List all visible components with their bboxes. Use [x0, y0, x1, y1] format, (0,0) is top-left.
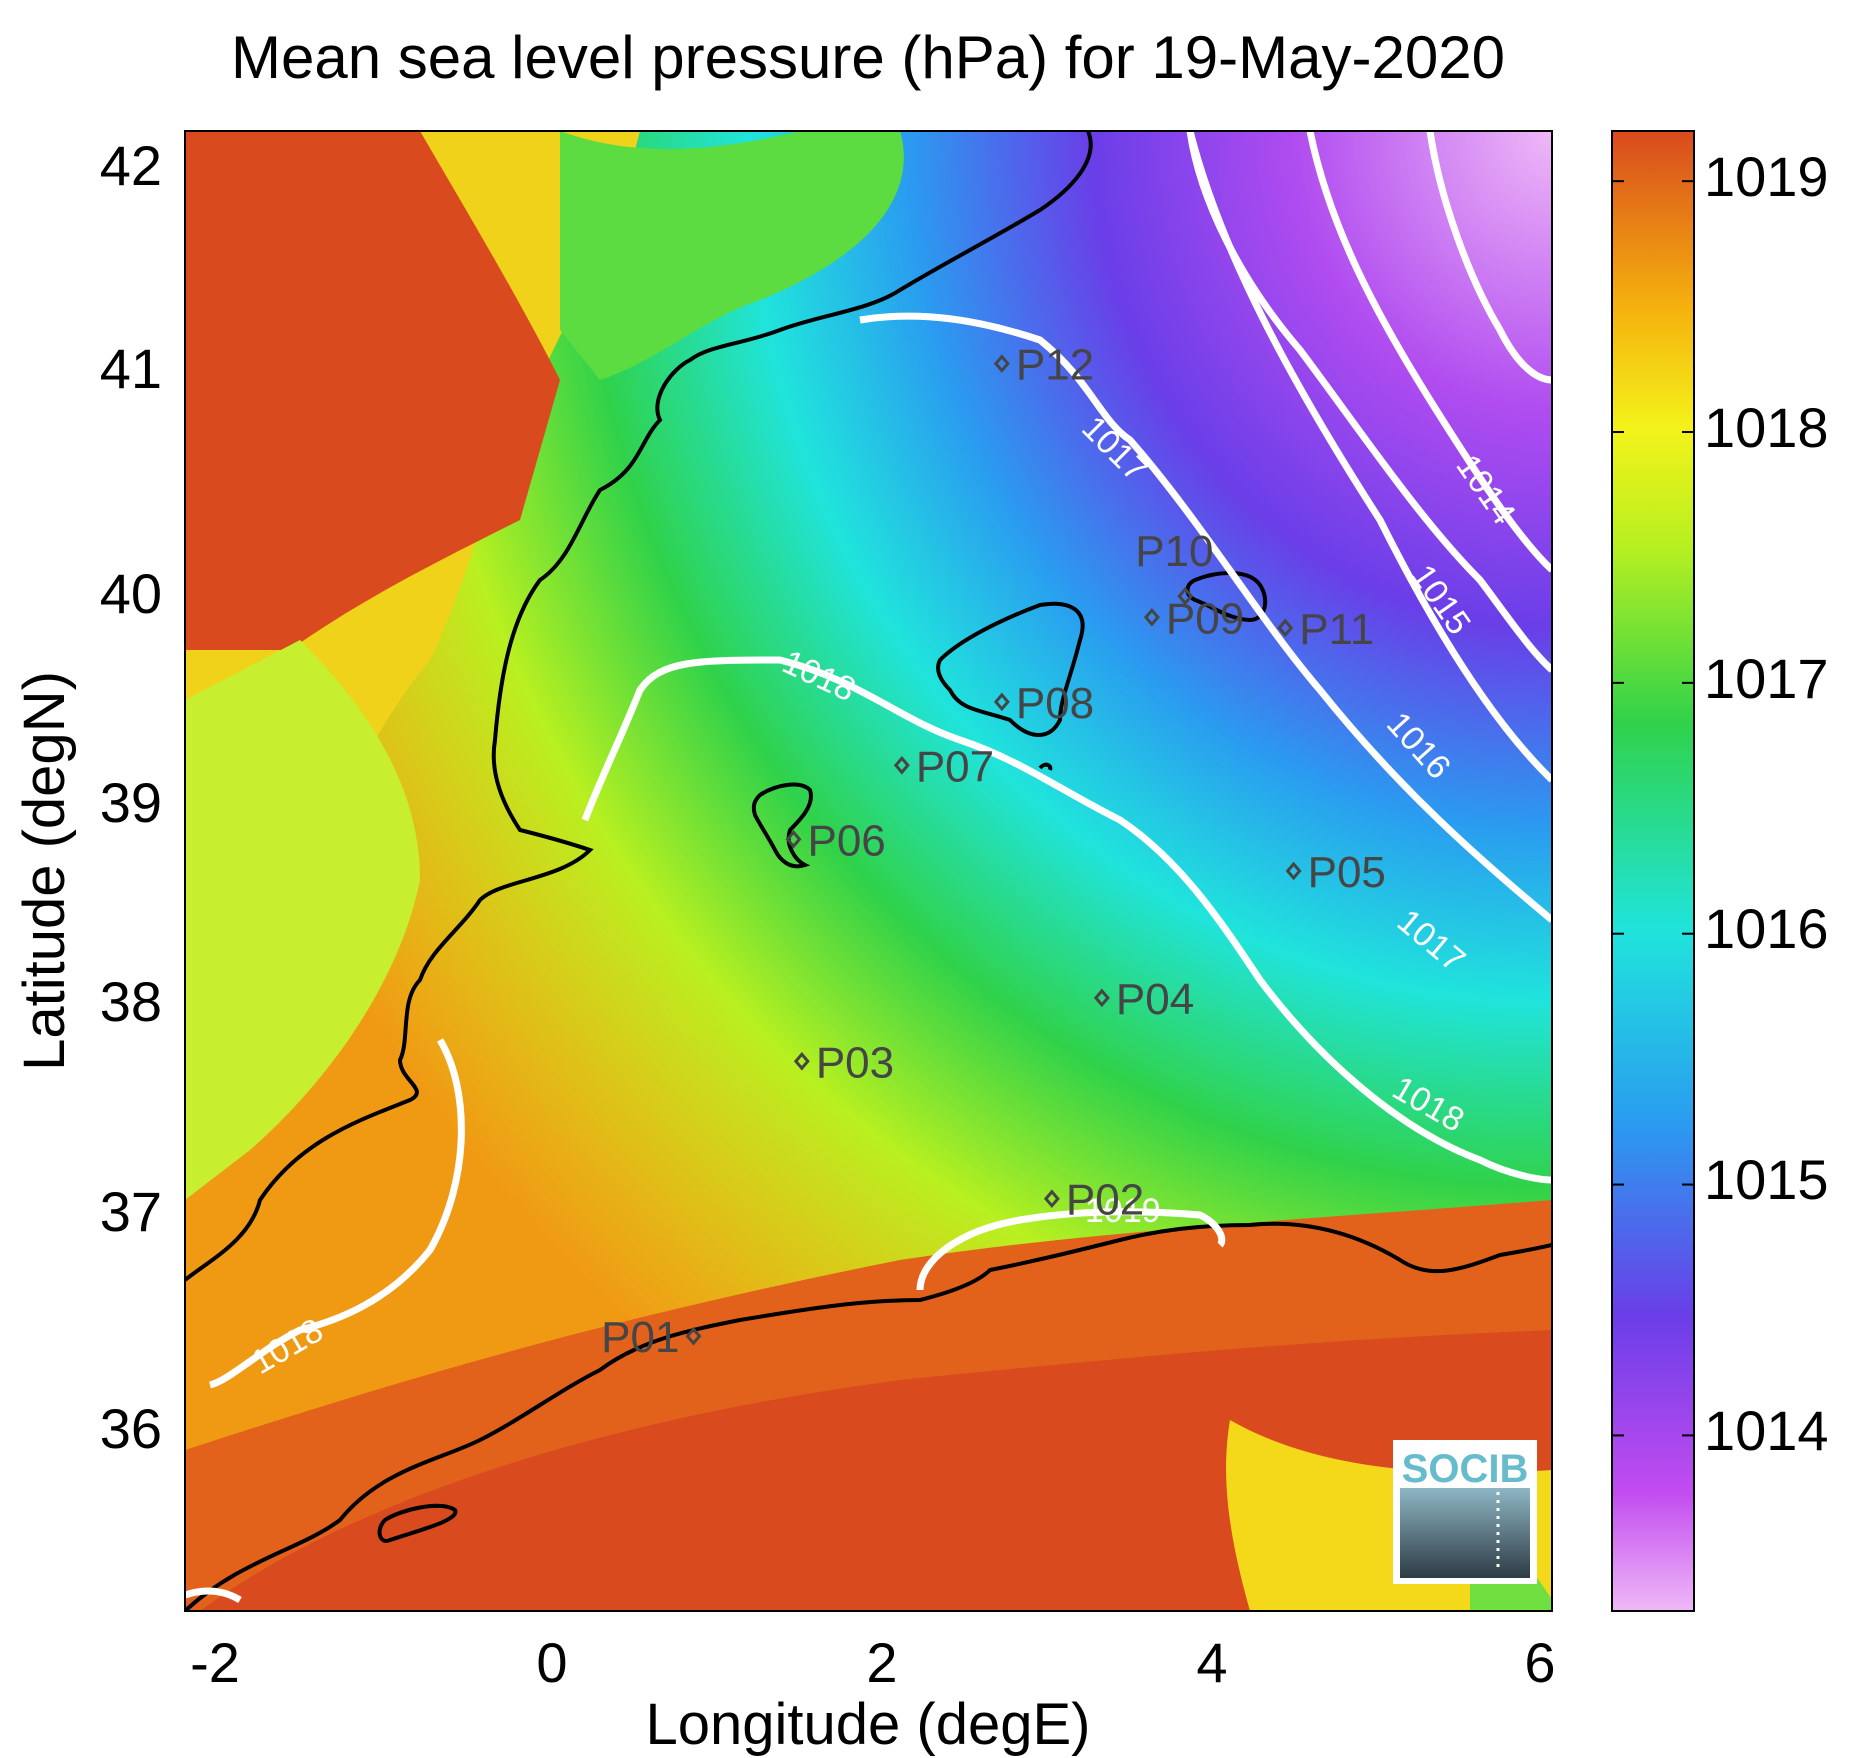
station-label: P04: [1116, 975, 1194, 1024]
station-marker: [685, 1326, 702, 1346]
x-tick-label: 6: [1524, 1631, 1555, 1694]
y-tick-label: 42: [100, 134, 162, 197]
station-marker: [1177, 586, 1194, 606]
contour-1017-north: [859, 312, 1552, 923]
y-axis: 42 41 40 39 38 37 36: [100, 134, 162, 1460]
africa-land-red: [200, 1330, 1552, 1611]
colorbar-label: 1019: [1704, 145, 1829, 208]
contour-1018-southwest: [185, 1587, 242, 1604]
station-label: P12: [1016, 341, 1094, 390]
y-tick-label: 40: [100, 562, 162, 625]
contour-label-1019: 1019: [1085, 1192, 1161, 1230]
contour-1018-central: [581, 656, 1552, 1184]
x-tick-label: 0: [536, 1631, 567, 1694]
colorbar: 1019 1018 1017 1016 1015 1014: [1611, 130, 1829, 1612]
x-tick-label: 2: [866, 1631, 897, 1694]
y-axis-label: Latitude (degN): [12, 671, 77, 1071]
station-label: P11: [1299, 605, 1374, 654]
pyrenees-green: [560, 131, 904, 380]
ibiza-coast: [751, 782, 813, 869]
station-markers: P01 P02 P03 P04 P05 P06 P07 P08 P09 P10 P11 P12: [601, 341, 1386, 1363]
y-tick-label: 39: [100, 771, 162, 834]
map-frame: [184, 130, 1553, 1612]
chart-title: Mean sea level pressure (hPa) for 19-May…: [231, 24, 1505, 91]
station-marker: [1043, 1189, 1060, 1209]
colorbar-label: 1015: [1704, 1148, 1829, 1211]
contour-1015: [1306, 131, 1552, 573]
contour-1018-west: [208, 1038, 465, 1389]
colorbar-ticks: [1612, 180, 1694, 1437]
station-marker: [993, 692, 1010, 712]
y-tick-label: 36: [100, 1397, 162, 1460]
socib-logo: SOCIB: [1393, 1440, 1537, 1584]
x-axis: -2 0 2 4 6: [190, 1631, 1555, 1694]
iberia-land-red: [185, 131, 560, 650]
pressure-field: [185, 131, 1552, 1611]
station-label: P06: [807, 816, 885, 865]
station-label: P03: [816, 1038, 894, 1087]
y-tick-label: 38: [100, 970, 162, 1033]
station-label: P08: [1016, 679, 1094, 728]
cabrera-coast: [1038, 762, 1053, 771]
africa-island: [377, 1503, 458, 1543]
station-label: P09: [1166, 594, 1244, 643]
station-marker: [1277, 618, 1294, 638]
station-marker: [1093, 988, 1110, 1008]
station-label: P01: [601, 1313, 679, 1362]
iberia-land-green: [185, 640, 420, 1200]
contour-1017-east: [1186, 131, 1552, 783]
station-marker: [785, 829, 802, 849]
y-tick-label: 37: [100, 1180, 162, 1243]
africa-coast: [185, 1221, 1552, 1611]
station-label: P07: [916, 742, 994, 791]
colorbar-gradient: [1611, 130, 1695, 1612]
station-label: P02: [1066, 1176, 1144, 1225]
station-marker: [893, 755, 910, 775]
x-tick-label: -2: [190, 1631, 240, 1694]
contour-lines: [185, 131, 1552, 1604]
colorbar-label: 1016: [1704, 897, 1829, 960]
iberia-coast: [185, 131, 1093, 1282]
colorbar-label: 1014: [1704, 1399, 1829, 1462]
logo-text: SOCIB: [1402, 1447, 1529, 1491]
colorbar-label: 1017: [1704, 647, 1829, 710]
x-tick-label: 4: [1196, 1631, 1227, 1694]
station-label: P10: [1135, 527, 1213, 576]
contour-1019: [916, 1208, 1226, 1291]
coastlines: [185, 131, 1552, 1611]
station-marker: [793, 1051, 810, 1071]
contour-1014-inner: [1426, 131, 1552, 384]
station-marker: [1285, 861, 1302, 881]
x-axis-label: Longitude (degE): [646, 1692, 1091, 1757]
station-label: P05: [1308, 848, 1386, 897]
colorbar-label: 1018: [1704, 396, 1829, 459]
y-tick-label: 41: [100, 337, 162, 400]
station-marker: [1143, 607, 1160, 627]
mallorca-coast: [936, 601, 1085, 737]
station-marker: [993, 354, 1010, 373]
